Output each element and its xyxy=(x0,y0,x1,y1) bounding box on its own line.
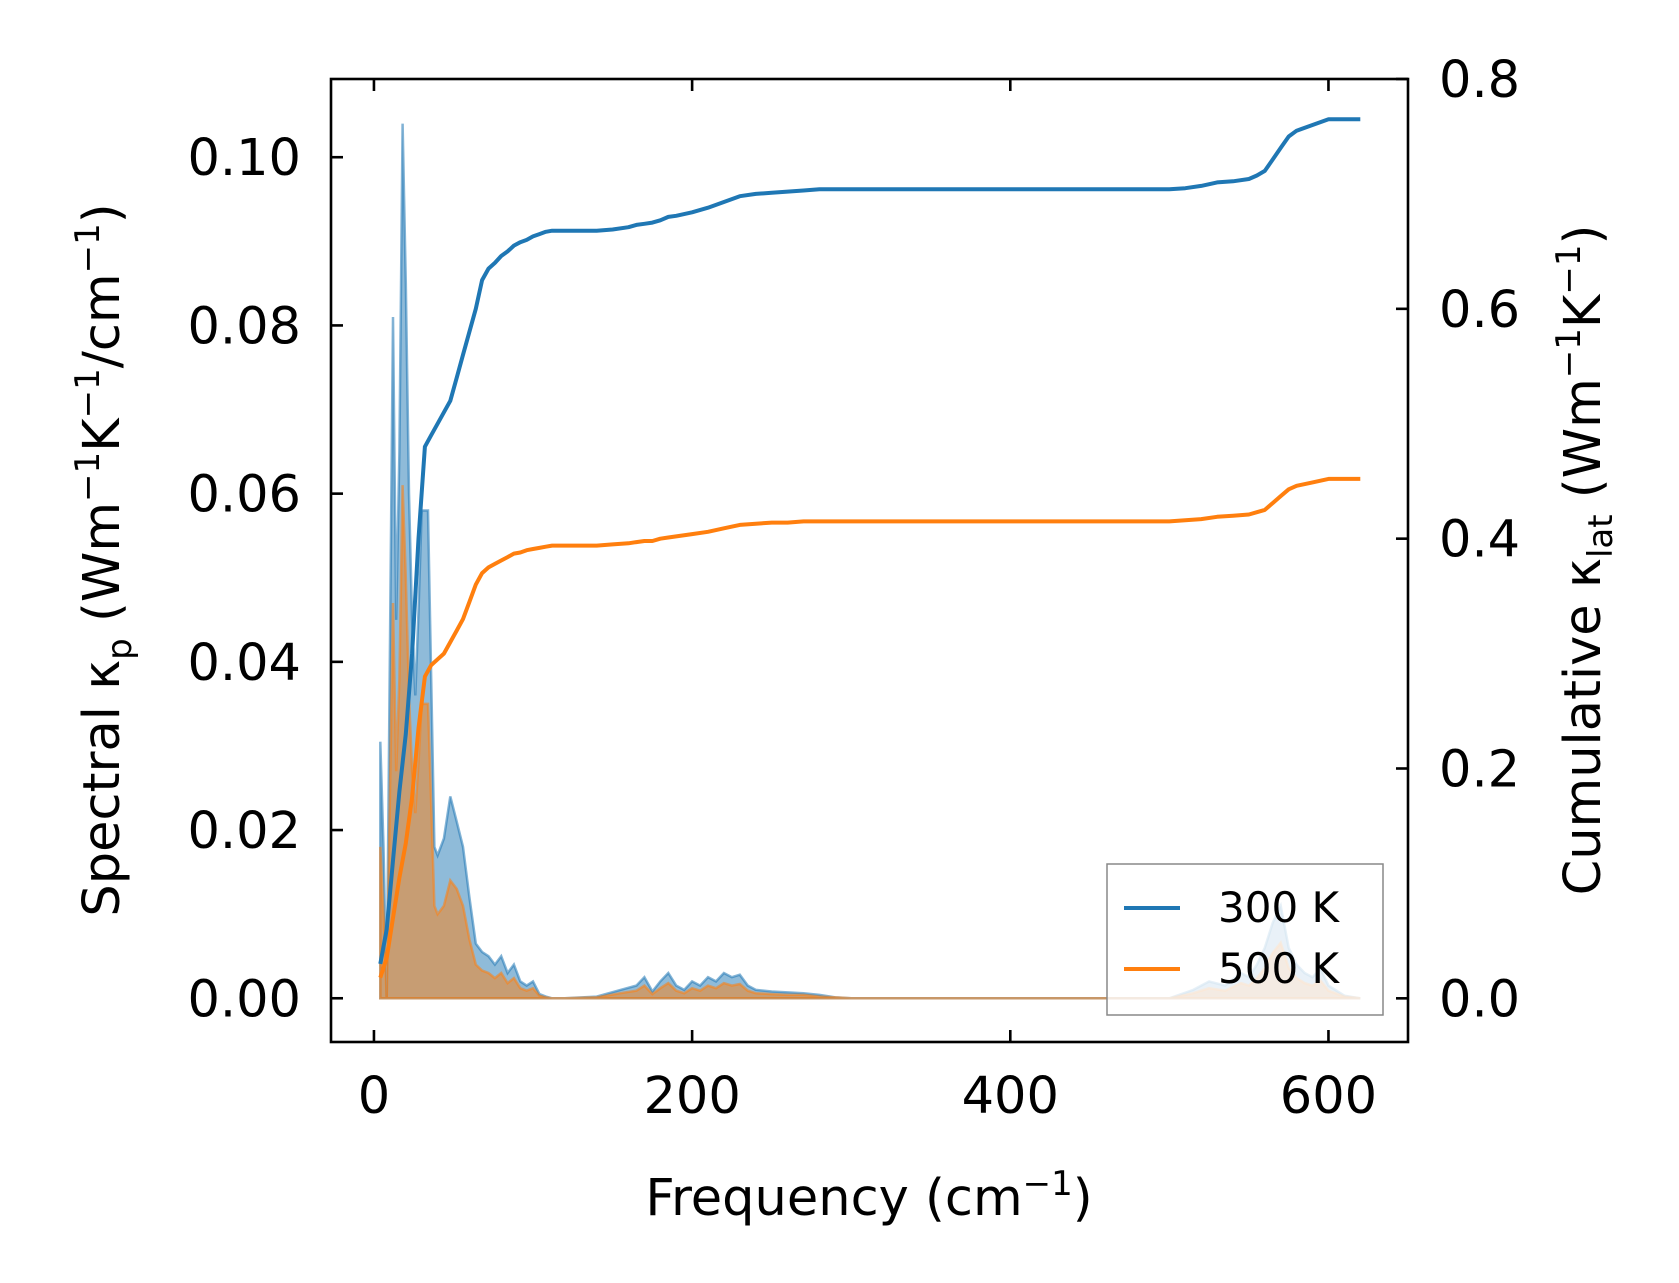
y-left-label-sup3: −1 xyxy=(68,223,108,273)
y-right-tick-label: 0.2 xyxy=(1439,740,1520,799)
y-left-label-mid3: /cm xyxy=(73,273,132,368)
y-right-label-pre: Cumulative κ xyxy=(1554,558,1613,895)
ticks-layer: 0 200 400 600 0.00 0.02 0.04 0.06 0.08 0.10 0.0 0.2… xyxy=(187,51,1520,1126)
y-left-label-end: ) xyxy=(73,203,132,223)
legend-label-500k: 500 K xyxy=(1218,944,1341,993)
legend: 300 K 500 K xyxy=(1106,863,1384,1016)
x-axis-label: Frequency (cm−1) xyxy=(645,1164,1092,1228)
cumulative-line-300k xyxy=(378,117,1361,965)
y-left-tick-label: 0.10 xyxy=(187,129,301,188)
plot-frame xyxy=(329,77,1410,1044)
y-left-tick-label: 0.04 xyxy=(187,634,301,693)
y-left-tick-label: 0.00 xyxy=(187,970,301,1029)
y-left-label-sub: p xyxy=(100,638,140,660)
x-tick-label: 600 xyxy=(1280,1067,1377,1126)
y-right-tick-label: 0.6 xyxy=(1439,281,1520,340)
y-left-tick-label: 0.02 xyxy=(187,802,301,861)
legend-label-300k: 300 K xyxy=(1218,883,1341,932)
y-right-label-end: ) xyxy=(1554,225,1613,245)
y-right-label-mid1: (Wm xyxy=(1554,378,1613,514)
y-left-label-mid1: (Wm xyxy=(73,502,132,638)
y-left-label-mid2: K xyxy=(73,417,132,452)
y-right-label-sub: lat xyxy=(1581,514,1621,558)
y-left-label-sup2: −1 xyxy=(68,368,108,418)
x-tick-label: 0 xyxy=(358,1067,390,1126)
x-axis-label-text: Frequency (cm xyxy=(645,1169,1022,1228)
x-tick-label: 400 xyxy=(962,1067,1059,1126)
x-axis-label-end: ) xyxy=(1073,1169,1093,1228)
y-left-tick-label: 0.08 xyxy=(187,297,301,356)
y-left-tick-label: 0.06 xyxy=(187,466,301,525)
y-right-label-mid2: K xyxy=(1554,293,1613,328)
y-left-axis-label: Spectral κp (Wm−1K−1/cm−1) xyxy=(68,203,140,916)
y-right-label-sup1: −1 xyxy=(1549,328,1589,378)
cumulative-line-500k xyxy=(378,476,1361,979)
x-axis-label-sup: −1 xyxy=(1023,1164,1073,1204)
y-right-tick-label: 0.4 xyxy=(1439,511,1520,570)
y-left-label-sup1: −1 xyxy=(68,452,108,502)
y-right-tick-label: 0.0 xyxy=(1439,970,1520,1029)
y-right-axis-label: Cumulative κlat (Wm−1K−1) xyxy=(1549,225,1621,896)
y-right-label-sup2: −1 xyxy=(1549,245,1589,295)
x-tick-label: 200 xyxy=(643,1067,740,1126)
legend-box xyxy=(1106,863,1384,1016)
y-left-label-pre: Spectral κ xyxy=(73,660,132,917)
y-right-tick-label: 0.8 xyxy=(1439,51,1520,110)
